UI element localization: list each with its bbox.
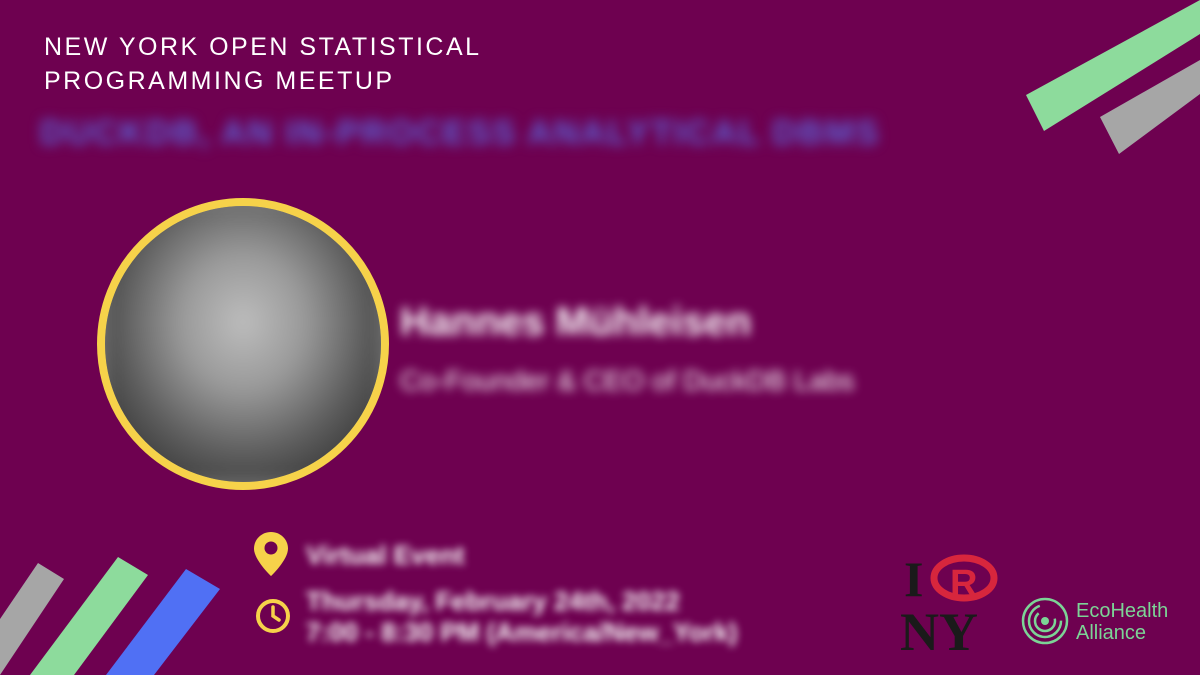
- org-title: NEW YORK OPEN STATISTICAL PROGRAMMING ME…: [44, 33, 482, 95]
- irny-logo: I R NY: [898, 551, 1004, 662]
- speaker-photo: [97, 198, 389, 490]
- location-text: Virtual Event: [306, 540, 465, 570]
- stripe-gray-bottom: [0, 563, 64, 675]
- stripe-green-bottom: [30, 557, 148, 675]
- irny-letter-r: R: [950, 563, 977, 605]
- speaker-role: Co-Founder & CEO of DuckDB Labs: [400, 365, 855, 396]
- clock-icon: [256, 599, 290, 633]
- speaker-name: Hannes Mühleisen: [400, 300, 752, 344]
- speaker-photo-blurred: [105, 206, 381, 482]
- irny-letters-ny: NY: [900, 602, 978, 654]
- top-right-stripes: [1026, 0, 1200, 154]
- stripe-green-top: [1026, 0, 1200, 131]
- bottom-left-stripes: [0, 557, 220, 675]
- date-text: Thursday, February 24th, 2022: [306, 586, 680, 616]
- irny-logo-graphic: I R NY: [900, 551, 998, 662]
- map-pin-icon: [254, 532, 288, 576]
- r-logo-ring: [930, 554, 998, 602]
- irny-letter-i: I: [904, 552, 923, 607]
- talk-title: DUCKDB, AN IN-PROCESS ANALYTICAL DBMS: [40, 114, 881, 152]
- time-text: 7:00 - 8:30 PM (America/New_York): [306, 617, 738, 647]
- ecohealth-name: EcoHealth Alliance: [1076, 600, 1169, 644]
- stripe-blue-bottom: [106, 569, 220, 675]
- stripe-gray-top: [1100, 60, 1200, 154]
- ecohealth-logo: EcoHealth Alliance: [1020, 594, 1190, 650]
- ecohealth-swirl-icon: [1021, 597, 1069, 645]
